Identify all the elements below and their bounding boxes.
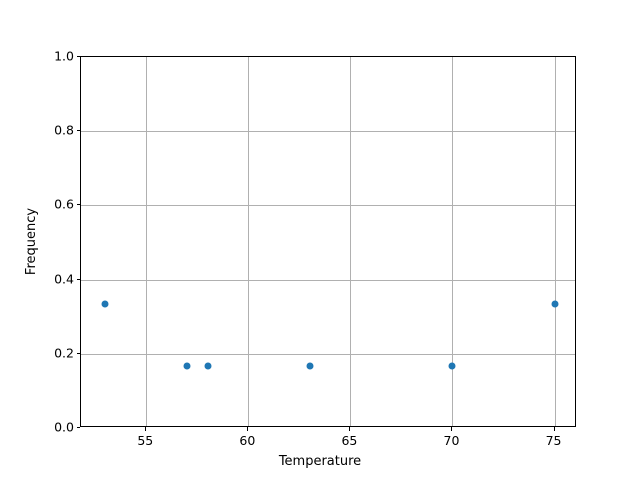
- gridline-vertical: [452, 57, 454, 426]
- y-axis-label: Frequency: [24, 207, 39, 276]
- gridline-horizontal: [81, 279, 575, 281]
- y-tick-label: 0.8: [54, 122, 74, 138]
- gridline-horizontal: [81, 131, 575, 133]
- gridline-vertical: [350, 57, 352, 426]
- x-tick-mark: [349, 427, 351, 431]
- x-tick-mark: [451, 427, 453, 431]
- x-axis-label: Temperature: [278, 454, 362, 469]
- y-tick-mark: [76, 278, 80, 280]
- y-tick-mark: [76, 56, 80, 57]
- gridline-vertical: [146, 57, 148, 426]
- y-tick-mark: [76, 427, 80, 428]
- y-tick-mark: [76, 352, 80, 354]
- x-tick-label: 70: [443, 433, 460, 448]
- x-tick-label: 55: [137, 433, 154, 448]
- gridline-horizontal: [81, 205, 575, 207]
- x-tick-label: 75: [545, 433, 562, 448]
- y-tick-label: 0.0: [54, 419, 74, 435]
- y-tick-label: 1.0: [54, 48, 74, 64]
- gridline-vertical: [248, 57, 250, 426]
- y-tick-mark: [76, 130, 80, 132]
- y-tick-label: 0.2: [54, 345, 74, 361]
- x-tick-mark: [553, 427, 555, 431]
- x-tick-label: 60: [239, 433, 256, 448]
- scatter-point: [204, 362, 212, 370]
- scatter-point: [183, 362, 191, 370]
- gridline-horizontal: [81, 353, 575, 355]
- scatter-point: [306, 362, 314, 370]
- gridline-vertical: [554, 57, 556, 426]
- scatter-point: [551, 300, 559, 308]
- y-tick-label: 0.6: [54, 196, 74, 212]
- x-tick-mark: [247, 427, 249, 431]
- x-tick-mark: [145, 427, 147, 431]
- y-tick-mark: [76, 204, 80, 206]
- plot-axes-area: [80, 56, 576, 427]
- y-tick-label: 0.4: [54, 271, 74, 287]
- x-tick-label: 65: [341, 433, 358, 448]
- scatter-point: [448, 362, 456, 370]
- scatter-point: [101, 300, 109, 308]
